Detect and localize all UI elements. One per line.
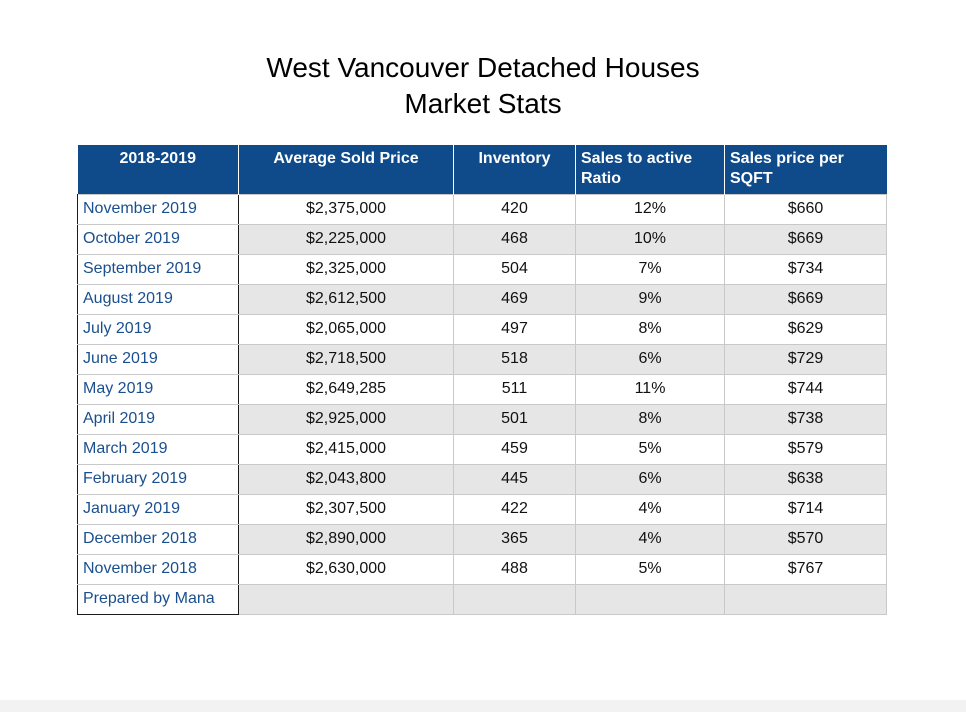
row-label: October 2019 [77,223,239,255]
price-per-sqft-cell: $738 [724,403,887,435]
inventory-cell: 445 [453,463,576,495]
table-row: February 2019 $2,043,800 445 6% $638 [77,463,887,495]
inventory-cell: 365 [453,523,576,555]
inventory-cell: 504 [453,253,576,285]
price-per-sqft-cell: $734 [724,253,887,285]
inventory-cell: 469 [453,283,576,315]
prepared-by-label: Prepared by Mana [77,583,239,615]
page-title: West Vancouver Detached Houses Market St… [0,50,966,122]
price-per-sqft-cell: $638 [724,463,887,495]
table-row: November 2019 $2,375,000 420 12% $660 [77,193,887,225]
row-label: March 2019 [77,433,239,465]
average-sold-price-cell: $2,718,500 [238,343,454,375]
row-label: August 2019 [77,283,239,315]
empty-cell [238,583,454,615]
table-row: October 2019 $2,225,000 468 10% $669 [77,223,887,255]
sales-ratio-cell: 5% [575,433,725,465]
title-line-1: West Vancouver Detached Houses [266,52,700,83]
price-per-sqft-cell: $669 [724,223,887,255]
average-sold-price-cell: $2,043,800 [238,463,454,495]
empty-cell [724,583,887,615]
price-per-sqft-cell: $729 [724,343,887,375]
inventory-cell: 488 [453,553,576,585]
sales-ratio-cell: 12% [575,193,725,225]
sales-ratio-cell: 11% [575,373,725,405]
table-header: 2018-2019 Average Sold Price Inventory S… [77,145,887,194]
inventory-cell: 468 [453,223,576,255]
sales-ratio-cell: 5% [575,553,725,585]
average-sold-price-cell: $2,649,285 [238,373,454,405]
price-per-sqft-cell: $629 [724,313,887,345]
table-row: May 2019 $2,649,285 511 11% $744 [77,373,887,405]
empty-cell [575,583,725,615]
average-sold-price-cell: $2,225,000 [238,223,454,255]
header-inventory: Inventory [453,145,576,194]
sales-ratio-cell: 6% [575,463,725,495]
row-label: January 2019 [77,493,239,525]
table-row: June 2019 $2,718,500 518 6% $729 [77,343,887,375]
price-per-sqft-cell: $579 [724,433,887,465]
bottom-edge [0,700,966,712]
sales-ratio-cell: 8% [575,313,725,345]
row-label: April 2019 [77,403,239,435]
price-per-sqft-cell: $714 [724,493,887,525]
inventory-cell: 420 [453,193,576,225]
average-sold-price-cell: $2,612,500 [238,283,454,315]
inventory-cell: 422 [453,493,576,525]
table-row: April 2019 $2,925,000 501 8% $738 [77,403,887,435]
inventory-cell: 501 [453,403,576,435]
header-row: 2018-2019 Average Sold Price Inventory S… [77,145,887,194]
average-sold-price-cell: $2,325,000 [238,253,454,285]
title-line-2: Market Stats [404,88,562,119]
table-row: December 2018 $2,890,000 365 4% $570 [77,523,887,555]
row-label: June 2019 [77,343,239,375]
sales-ratio-cell: 6% [575,343,725,375]
table-row: March 2019 $2,415,000 459 5% $579 [77,433,887,465]
average-sold-price-cell: $2,415,000 [238,433,454,465]
inventory-cell: 459 [453,433,576,465]
empty-cell [453,583,576,615]
row-label: July 2019 [77,313,239,345]
header-sales-price-per-sqft: Sales price per SQFT [724,145,887,194]
row-label: November 2018 [77,553,239,585]
sales-ratio-cell: 8% [575,403,725,435]
average-sold-price-cell: $2,065,000 [238,313,454,345]
average-sold-price-cell: $2,890,000 [238,523,454,555]
sales-ratio-cell: 4% [575,523,725,555]
table-row: July 2019 $2,065,000 497 8% $629 [77,313,887,345]
header-period: 2018-2019 [77,145,239,194]
table-row: September 2019 $2,325,000 504 7% $734 [77,253,887,285]
header-average-sold-price: Average Sold Price [238,145,454,194]
inventory-cell: 511 [453,373,576,405]
sales-ratio-cell: 10% [575,223,725,255]
average-sold-price-cell: $2,307,500 [238,493,454,525]
inventory-cell: 518 [453,343,576,375]
market-stats-table: 2018-2019 Average Sold Price Inventory S… [77,145,887,615]
table-row: January 2019 $2,307,500 422 4% $714 [77,493,887,525]
price-per-sqft-cell: $660 [724,193,887,225]
inventory-cell: 497 [453,313,576,345]
price-per-sqft-cell: $767 [724,553,887,585]
price-per-sqft-cell: $744 [724,373,887,405]
average-sold-price-cell: $2,630,000 [238,553,454,585]
row-label: February 2019 [77,463,239,495]
row-label: December 2018 [77,523,239,555]
table-row: Prepared by Mana [77,583,887,615]
average-sold-price-cell: $2,375,000 [238,193,454,225]
table-row: August 2019 $2,612,500 469 9% $669 [77,283,887,315]
header-sales-to-active-ratio: Sales to active Ratio [575,145,725,194]
price-per-sqft-cell: $669 [724,283,887,315]
sales-ratio-cell: 4% [575,493,725,525]
price-per-sqft-cell: $570 [724,523,887,555]
table-body: November 2019 $2,375,000 420 12% $660 Oc… [77,193,887,615]
average-sold-price-cell: $2,925,000 [238,403,454,435]
row-label: September 2019 [77,253,239,285]
table-row: November 2018 $2,630,000 488 5% $767 [77,553,887,585]
sales-ratio-cell: 7% [575,253,725,285]
row-label: May 2019 [77,373,239,405]
row-label: November 2019 [77,193,239,225]
sales-ratio-cell: 9% [575,283,725,315]
